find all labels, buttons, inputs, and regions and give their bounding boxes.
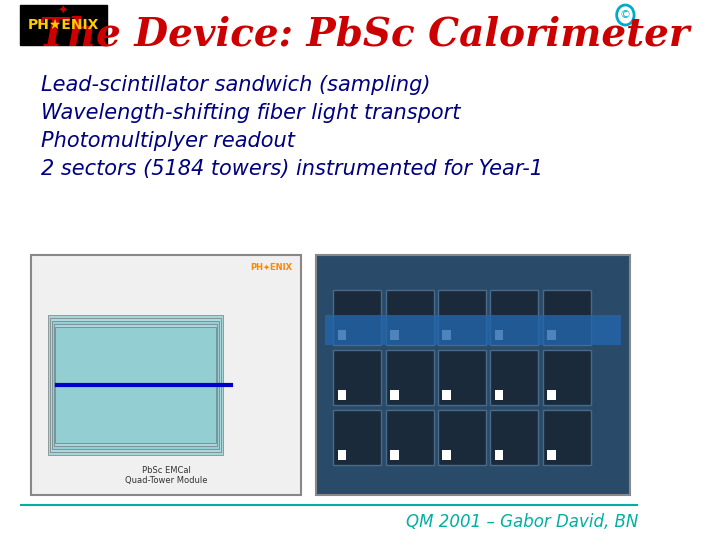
- Bar: [490, 410, 539, 465]
- Bar: [442, 450, 451, 460]
- Text: The Device: PbSc Calorimeter: The Device: PbSc Calorimeter: [39, 16, 689, 54]
- Bar: [338, 330, 346, 340]
- Bar: [495, 390, 503, 400]
- Bar: [52, 321, 219, 449]
- Bar: [543, 410, 590, 465]
- Bar: [19, 5, 107, 45]
- Bar: [547, 450, 556, 460]
- Bar: [55, 327, 216, 443]
- Bar: [50, 318, 221, 452]
- Text: Lead-scintillator sandwich (sampling): Lead-scintillator sandwich (sampling): [41, 75, 431, 95]
- Bar: [333, 410, 382, 465]
- Text: 2 sectors (5184 towers) instrumented for Year-1: 2 sectors (5184 towers) instrumented for…: [41, 159, 544, 179]
- Text: QM 2001 – Gabor David, BN: QM 2001 – Gabor David, BN: [406, 513, 639, 531]
- Bar: [386, 410, 433, 465]
- Bar: [438, 290, 486, 345]
- Bar: [338, 450, 346, 460]
- Bar: [490, 290, 539, 345]
- Text: PbSc EMCal
Quad-Tower Module: PbSc EMCal Quad-Tower Module: [125, 465, 207, 485]
- Bar: [490, 350, 539, 405]
- Bar: [333, 350, 382, 405]
- Bar: [543, 350, 590, 405]
- Bar: [495, 330, 503, 340]
- Text: ✦: ✦: [58, 4, 68, 17]
- Bar: [31, 255, 301, 495]
- Text: PH✦ENIX: PH✦ENIX: [251, 263, 292, 272]
- Text: Wavelength-shifting fiber light transport: Wavelength-shifting fiber light transpor…: [41, 103, 461, 123]
- Bar: [325, 315, 621, 345]
- Text: ©: ©: [620, 10, 631, 20]
- Bar: [386, 350, 433, 405]
- Bar: [333, 290, 382, 345]
- Bar: [442, 330, 451, 340]
- Bar: [438, 350, 486, 405]
- Bar: [543, 290, 590, 345]
- Bar: [442, 390, 451, 400]
- Bar: [547, 330, 556, 340]
- Bar: [495, 450, 503, 460]
- Bar: [547, 390, 556, 400]
- Bar: [438, 410, 486, 465]
- Bar: [316, 255, 630, 495]
- Bar: [390, 450, 399, 460]
- Text: Photomultiplyer readout: Photomultiplyer readout: [41, 131, 295, 151]
- Bar: [48, 315, 222, 455]
- Text: PH★ENIX: PH★ENIX: [27, 18, 99, 32]
- Bar: [338, 390, 346, 400]
- Bar: [53, 324, 217, 446]
- Bar: [386, 290, 433, 345]
- Bar: [390, 330, 399, 340]
- Bar: [390, 390, 399, 400]
